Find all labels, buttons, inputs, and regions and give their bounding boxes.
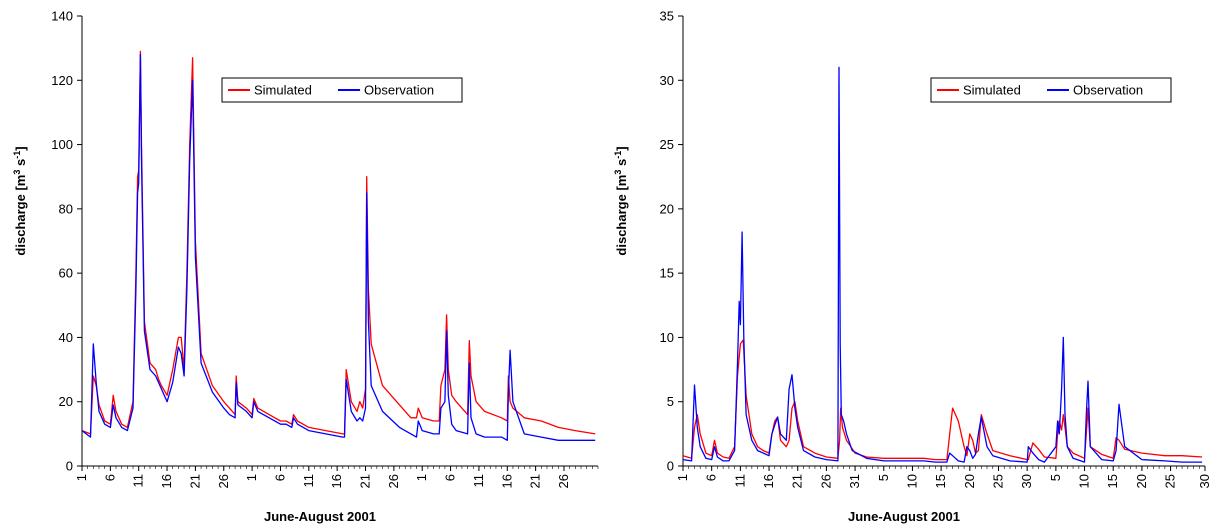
x-tick-label: 6 bbox=[704, 474, 719, 481]
y-axis-title-sup1: 3 bbox=[613, 170, 623, 175]
x-tick-label: 21 bbox=[358, 474, 373, 488]
x-tick-label: 31 bbox=[847, 474, 862, 488]
x-tick-label: 6 bbox=[443, 474, 458, 481]
x-tick-label: 15 bbox=[1105, 474, 1120, 488]
x-tick-label: 16 bbox=[329, 474, 344, 488]
y-tick-label: 0 bbox=[66, 459, 73, 474]
x-tick-label: 11 bbox=[732, 474, 747, 488]
x-tick-label: 21 bbox=[528, 474, 543, 488]
y-tick-label: 25 bbox=[660, 137, 674, 152]
x-tick-label: 6 bbox=[102, 474, 117, 481]
y-tick-label: 100 bbox=[51, 137, 73, 152]
x-tick-label: 1 bbox=[675, 474, 690, 481]
y-tick-label: 5 bbox=[667, 394, 674, 409]
y-tick-label: 80 bbox=[59, 201, 73, 216]
y-axis-title: discharge [m3 s-1] bbox=[12, 146, 28, 255]
x-tick-label: 6 bbox=[272, 474, 287, 481]
x-tick-label: 20 bbox=[962, 474, 977, 488]
legend-label-observation: Observation bbox=[364, 83, 434, 98]
y-axis-title-main: discharge [m bbox=[614, 175, 629, 256]
y-axis-title-sup2: -1 bbox=[12, 151, 22, 159]
series-line-simulated bbox=[682, 339, 1203, 461]
x-tick-label: 1 bbox=[74, 474, 89, 481]
x-tick-label: 10 bbox=[904, 474, 919, 488]
y-tick-label: 60 bbox=[59, 266, 73, 281]
y-tick-label: 140 bbox=[51, 9, 73, 24]
x-tick-label: 5 bbox=[876, 474, 891, 481]
y-axis-title-mid: s bbox=[13, 159, 28, 170]
x-tick-label: 10 bbox=[1077, 474, 1092, 488]
x-tick-label: 11 bbox=[131, 474, 146, 488]
series-line-observation bbox=[682, 66, 1203, 463]
series-line-observation bbox=[81, 53, 596, 441]
x-tick-label: 21 bbox=[790, 474, 805, 488]
x-tick-label: 1 bbox=[414, 474, 429, 481]
x-tick-label: 1 bbox=[244, 474, 259, 481]
x-tick-label: 30 bbox=[1197, 474, 1210, 488]
legend-label-simulated: Simulated bbox=[254, 83, 312, 98]
x-tick-label: 20 bbox=[1134, 474, 1149, 488]
x-tick-label: 25 bbox=[1163, 474, 1178, 488]
x-axis-title: June-August 2001 bbox=[848, 509, 960, 524]
y-tick-label: 0 bbox=[667, 459, 674, 474]
legend: Simulated Observation bbox=[930, 77, 1172, 103]
y-axis-title-end: ] bbox=[614, 146, 629, 150]
x-tick-label: 26 bbox=[386, 474, 401, 488]
y-axis-title-end: ] bbox=[13, 146, 28, 150]
x-tick-label: 11 bbox=[301, 474, 316, 488]
y-tick-label: 120 bbox=[51, 73, 73, 88]
x-tick-label: 30 bbox=[1019, 474, 1034, 488]
y-tick-label: 20 bbox=[660, 201, 674, 216]
y-tick-label: 20 bbox=[59, 394, 73, 409]
y-axis-title-mid: s bbox=[614, 159, 629, 170]
x-tick-label: 11 bbox=[471, 474, 486, 488]
y-axis-title: discharge [m3 s-1] bbox=[613, 146, 629, 255]
y-axis-title-sup1: 3 bbox=[12, 170, 22, 175]
y-tick-label: 30 bbox=[660, 73, 674, 88]
legend-label-observation: Observation bbox=[1073, 83, 1143, 98]
y-axis-title-sup2: -1 bbox=[613, 151, 623, 159]
y-axis-title-main: discharge [m bbox=[13, 175, 28, 256]
y-tick-label: 10 bbox=[660, 330, 674, 345]
x-tick-label: 26 bbox=[556, 474, 571, 488]
x-tick-label: 26 bbox=[818, 474, 833, 488]
legend: Simulated Observation bbox=[221, 77, 463, 103]
legend-label-simulated: Simulated bbox=[963, 83, 1021, 98]
x-tick-label: 15 bbox=[933, 474, 948, 488]
x-tick-label: 25 bbox=[990, 474, 1005, 488]
y-tick-label: 35 bbox=[660, 9, 674, 24]
x-axis-title: June-August 2001 bbox=[264, 509, 376, 524]
series-line-simulated bbox=[81, 50, 596, 435]
y-tick-label: 40 bbox=[59, 330, 73, 345]
x-tick-label: 16 bbox=[761, 474, 776, 488]
x-tick-label: 16 bbox=[499, 474, 514, 488]
x-tick-label: 16 bbox=[159, 474, 174, 488]
x-tick-label: 21 bbox=[187, 474, 202, 488]
x-tick-label: 5 bbox=[1048, 474, 1063, 481]
y-tick-label: 15 bbox=[660, 266, 674, 281]
x-tick-label: 26 bbox=[216, 474, 231, 488]
